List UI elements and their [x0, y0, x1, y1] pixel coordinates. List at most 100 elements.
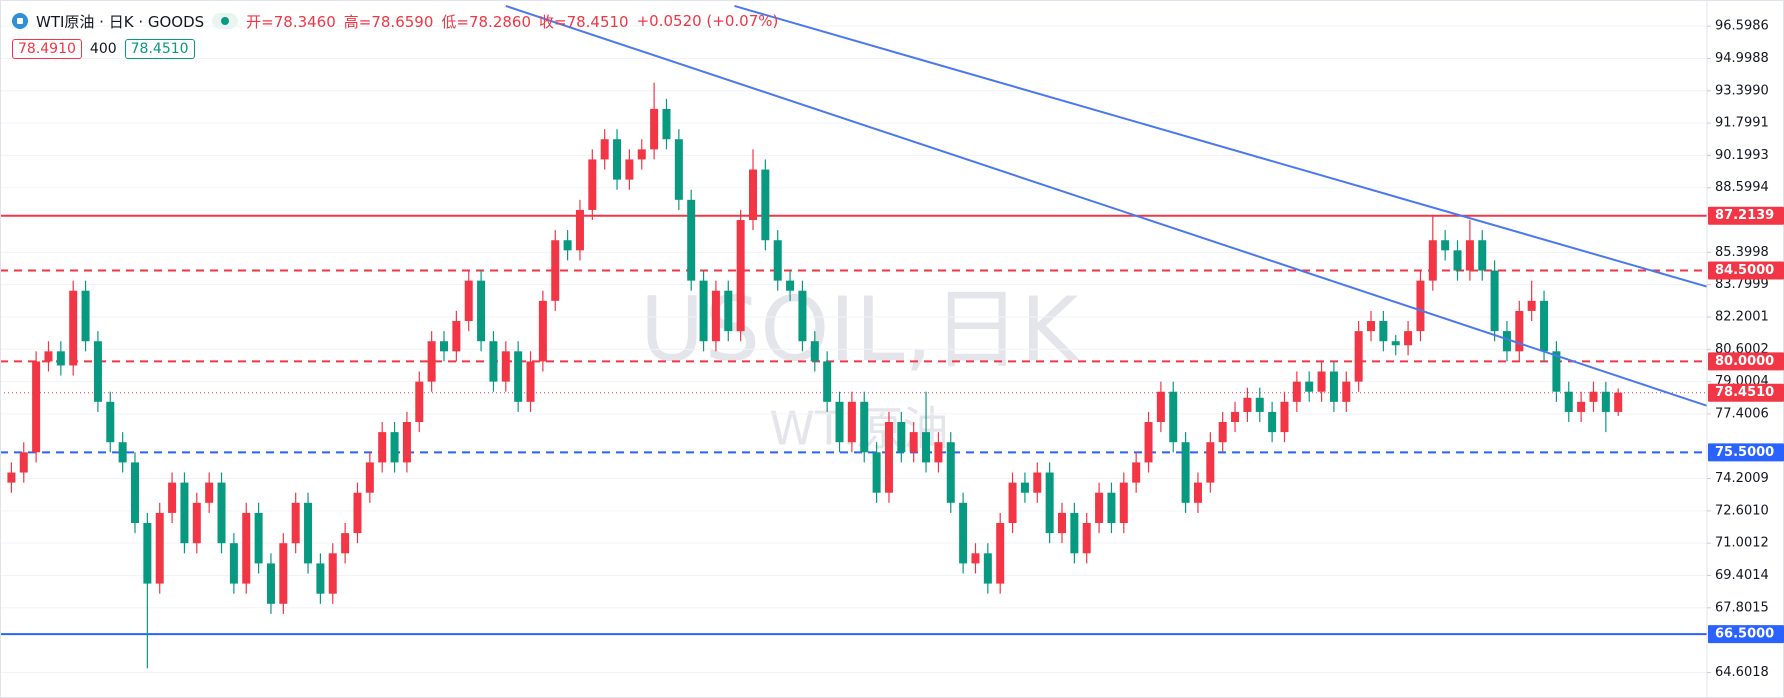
level-label: 66.5000 [1715, 627, 1774, 642]
candle-body [798, 290, 807, 342]
candle-body [168, 482, 177, 513]
candle-body [1601, 391, 1610, 412]
candle-body [526, 361, 535, 402]
candle-body [1416, 280, 1425, 332]
candle-body [934, 442, 943, 463]
y-tick-label: 74.2009 [1715, 471, 1769, 486]
candle-body [847, 401, 856, 443]
candle-body [575, 209, 584, 251]
candle-body [1255, 397, 1264, 412]
candle-body [1144, 422, 1153, 463]
y-tick-label: 72.6010 [1715, 503, 1769, 518]
symbol[interactable]: WTI原油 · 日K · GOODS [36, 12, 205, 31]
candle-body [464, 280, 473, 322]
candle-body [279, 543, 288, 604]
candle-body [390, 432, 399, 463]
y-tick-label: 69.4014 [1715, 568, 1769, 583]
candle-body [1070, 512, 1079, 554]
y-tick-label: 85.3998 [1715, 245, 1769, 260]
candle-body [242, 512, 251, 584]
candle-body [328, 553, 337, 594]
candle-body [415, 381, 424, 423]
candle-body [872, 452, 881, 493]
candle-body [946, 442, 955, 503]
candle-body [427, 341, 436, 382]
candle-body [44, 351, 53, 362]
candle-body [1119, 482, 1128, 524]
candle-body [736, 220, 745, 332]
candle-body [452, 321, 461, 352]
candle-body [1502, 331, 1511, 352]
candle-body [1527, 300, 1536, 311]
candle-body [1614, 392, 1623, 412]
level-label: 80.0000 [1715, 354, 1774, 369]
candle-body [7, 472, 16, 483]
candle-body [1193, 482, 1202, 503]
header-row: WTI原油 · 日K · GOODS 开=78.3460 高=78.6590 低… [12, 10, 778, 32]
candle-body [1132, 462, 1141, 483]
close: 收=78.4510 [539, 12, 629, 31]
level-label: 75.5000 [1715, 445, 1774, 460]
candle-body [56, 351, 65, 366]
candle-body [1540, 300, 1549, 352]
candle-body [724, 290, 733, 332]
candle-body [1292, 381, 1301, 402]
candle-body [786, 280, 795, 291]
header: WTI原油 · 日K · GOODS 开=78.3460 高=78.6590 低… [12, 10, 778, 60]
y-tick-label: 88.5994 [1715, 180, 1769, 195]
candle-body [1305, 381, 1314, 392]
candle-body [93, 341, 102, 402]
candle-body [860, 401, 869, 453]
level-labels: 87.2139 84.5000 80.0000 78.4510 75.5000 66.50… [1708, 206, 1784, 644]
candle-body [996, 523, 1005, 584]
candle-body [884, 422, 893, 493]
visibility-toggle[interactable] [212, 13, 239, 29]
candle-body [353, 492, 362, 534]
candle-body [1033, 472, 1042, 493]
candle-body [563, 240, 572, 251]
y-tick-label: 91.7991 [1715, 116, 1769, 131]
candle-body [588, 159, 597, 210]
candle-body [1169, 391, 1178, 443]
candle-body [81, 290, 90, 342]
y-tick-label: 77.4006 [1715, 406, 1769, 421]
candle-body [909, 432, 918, 453]
candle-body [650, 108, 659, 150]
symbol-logo [12, 13, 28, 29]
y-tick-label: 83.7999 [1715, 277, 1769, 292]
candle-body [1515, 310, 1524, 352]
candle-body [1107, 492, 1116, 524]
candle-body [192, 502, 201, 544]
candle-body [959, 502, 968, 564]
candle-body [662, 108, 671, 140]
candle-body [1058, 512, 1066, 534]
levels [0, 214, 1707, 636]
candle-body [254, 512, 263, 564]
candle-body [477, 280, 486, 342]
candle-body [1280, 401, 1289, 433]
candle-body [637, 149, 646, 160]
candle-body [749, 169, 757, 221]
ask: 78.4510 [124, 39, 195, 59]
y-tick-label: 94.9988 [1715, 51, 1769, 66]
candle-body [551, 240, 560, 301]
candle-body [761, 169, 770, 241]
candle-body [897, 422, 906, 453]
candle-body [402, 422, 411, 463]
candle-body [1206, 442, 1215, 483]
candle-body [687, 199, 696, 281]
candle-body [613, 139, 622, 180]
level-label: 78.4510 [1715, 385, 1774, 400]
header-row: 78.4910 400 78.4510 [12, 38, 778, 60]
candle-body [1441, 240, 1450, 251]
trendlines [505, 4, 1707, 407]
level-label-bg [1708, 383, 1784, 402]
candle-body [1231, 411, 1240, 423]
candle-body [1342, 381, 1351, 402]
trendline [734, 4, 1707, 288]
candle-body [1156, 391, 1165, 423]
candle-body [501, 351, 510, 382]
candle-body [773, 240, 782, 281]
watermark-sub: WTI原油 [769, 402, 948, 456]
